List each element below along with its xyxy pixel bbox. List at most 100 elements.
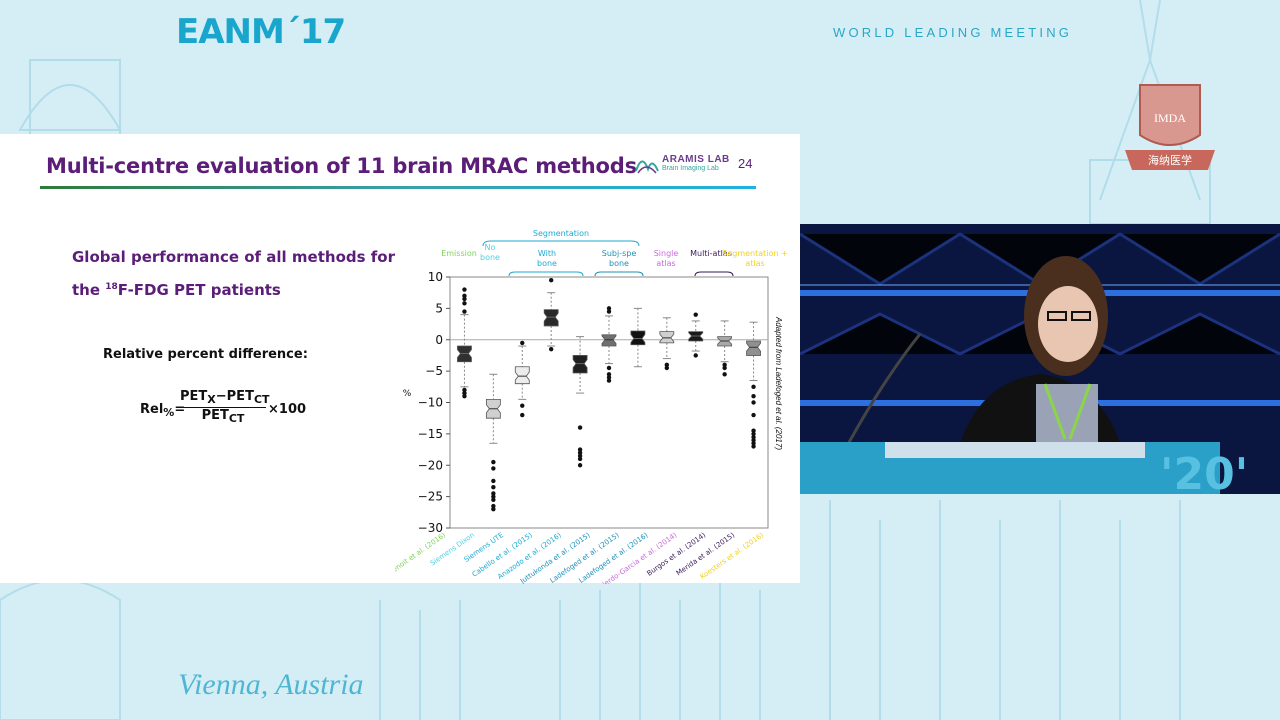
outlier-point [693, 353, 698, 358]
outlier-point [606, 375, 612, 380]
outlier-point [491, 491, 496, 496]
box [514, 366, 530, 385]
box [630, 330, 646, 346]
y-tick-label: −30 [418, 521, 443, 535]
y-axis-label: % [403, 389, 412, 399]
outlier-point [520, 412, 525, 418]
outlier-point [462, 296, 467, 302]
subheading-line-1: Global performance of all methods for [72, 248, 395, 266]
outlier-point [462, 387, 467, 393]
with-bone-bracket [508, 271, 584, 277]
outlier-point [520, 403, 525, 408]
subheading-prefix: the [72, 281, 106, 299]
outlier-point [606, 378, 612, 383]
slide-title: Multi-centre evaluation of 11 brain MRAC… [46, 154, 637, 178]
subj-spe-bracket [594, 271, 644, 277]
y-tick-label: −10 [418, 396, 443, 410]
outlier-point [722, 372, 727, 377]
y-tick-label: 0 [435, 333, 443, 347]
isotope-mass: 18 [105, 282, 118, 292]
num-b: −PET [215, 389, 254, 404]
formula-lhs: Rel%= [140, 402, 186, 419]
outlier-point [664, 362, 670, 368]
outlier-point [462, 293, 467, 299]
y-tick-label: −20 [418, 458, 443, 472]
outlier-point [606, 365, 612, 371]
formula-lhs-text: Rel [140, 402, 164, 417]
box [746, 340, 761, 356]
y-tick-label: −25 [418, 490, 443, 504]
outlier-point [577, 463, 583, 468]
segmentation-bracket [482, 240, 640, 247]
multi-atlas-bracket [694, 271, 734, 277]
outlier-point [491, 494, 496, 499]
num-b-sub: CT [253, 393, 270, 406]
outlier-point [520, 340, 525, 346]
aramis-logo-subtext: Brain Imaging Lab [662, 165, 719, 172]
outlier-point [491, 478, 496, 484]
y-tick-label: −5 [425, 364, 443, 378]
outlier-point [462, 301, 467, 306]
outlier-point [606, 306, 612, 311]
outlier-point [664, 365, 670, 371]
aramis-logo [635, 160, 659, 174]
outlier-point [577, 425, 583, 430]
outlier-point [491, 503, 496, 509]
outlier-point [606, 309, 612, 314]
outlier-point [548, 346, 554, 352]
den: PET [201, 408, 229, 423]
subheading-line-2: the 18F-FDG PET patients [72, 272, 395, 305]
aramis-logo-text: ARAMIS LAB [662, 154, 730, 165]
outlier-point [548, 277, 554, 283]
box [659, 331, 675, 344]
group-label: Multi-atlas [690, 249, 732, 258]
group-label: Segmentation [533, 229, 589, 238]
group-label: bone [480, 253, 500, 262]
speaker-video-feed: '20' [800, 224, 1280, 494]
formula-denominator: PETCT [180, 408, 266, 425]
imda-watermark-logo: IMDA 海纳医学 [1125, 84, 1215, 170]
box [601, 334, 617, 347]
outlier-point [751, 412, 756, 418]
outlier-point [722, 362, 727, 368]
outlier-point [491, 466, 496, 471]
group-label: bone [609, 259, 629, 268]
svg-text:海纳医学: 海纳医学 [1148, 153, 1192, 167]
outlier-point [491, 497, 496, 502]
outlier-point [577, 450, 583, 455]
slide-subheading: Global performance of all methods for th… [72, 242, 395, 305]
outlier-point [462, 394, 467, 399]
outlier-point [491, 485, 496, 490]
formula-rhs: ×100 [268, 402, 307, 417]
y-tick-label: 5 [435, 301, 443, 315]
formula-lhs-sub: % [163, 406, 175, 419]
group-label: No [485, 243, 496, 252]
outlier-point [751, 384, 756, 390]
svg-text:IMDA: IMDA [1154, 111, 1186, 125]
group-label: Emission [441, 249, 477, 258]
y-tick-label: −15 [418, 427, 443, 441]
outlier-point [462, 309, 467, 314]
outlier-point [751, 428, 756, 433]
num-a-sub: X [207, 393, 216, 406]
den-sub: CT [228, 412, 245, 425]
box [543, 309, 559, 327]
outlier-point [751, 437, 756, 443]
box [572, 355, 588, 374]
eanm-logo: EANM´17 [176, 12, 346, 52]
group-label: bone [537, 259, 557, 268]
formula-fraction: PETX−PETCT PETCT [180, 389, 270, 425]
subheading-suffix: F-FDG PET patients [117, 281, 281, 299]
outlier-point [491, 506, 496, 512]
outlier-point [577, 453, 583, 459]
outlier-point [606, 372, 612, 377]
outlier-point [577, 456, 583, 462]
group-label: Single [654, 249, 679, 258]
city-name: Vienna, Austria [178, 668, 364, 701]
outlier-point [751, 434, 756, 440]
title-underline [40, 186, 756, 189]
num-a: PET [180, 389, 208, 404]
formula-caption: Relative percent difference: [103, 347, 308, 362]
outlier-point [751, 441, 756, 446]
